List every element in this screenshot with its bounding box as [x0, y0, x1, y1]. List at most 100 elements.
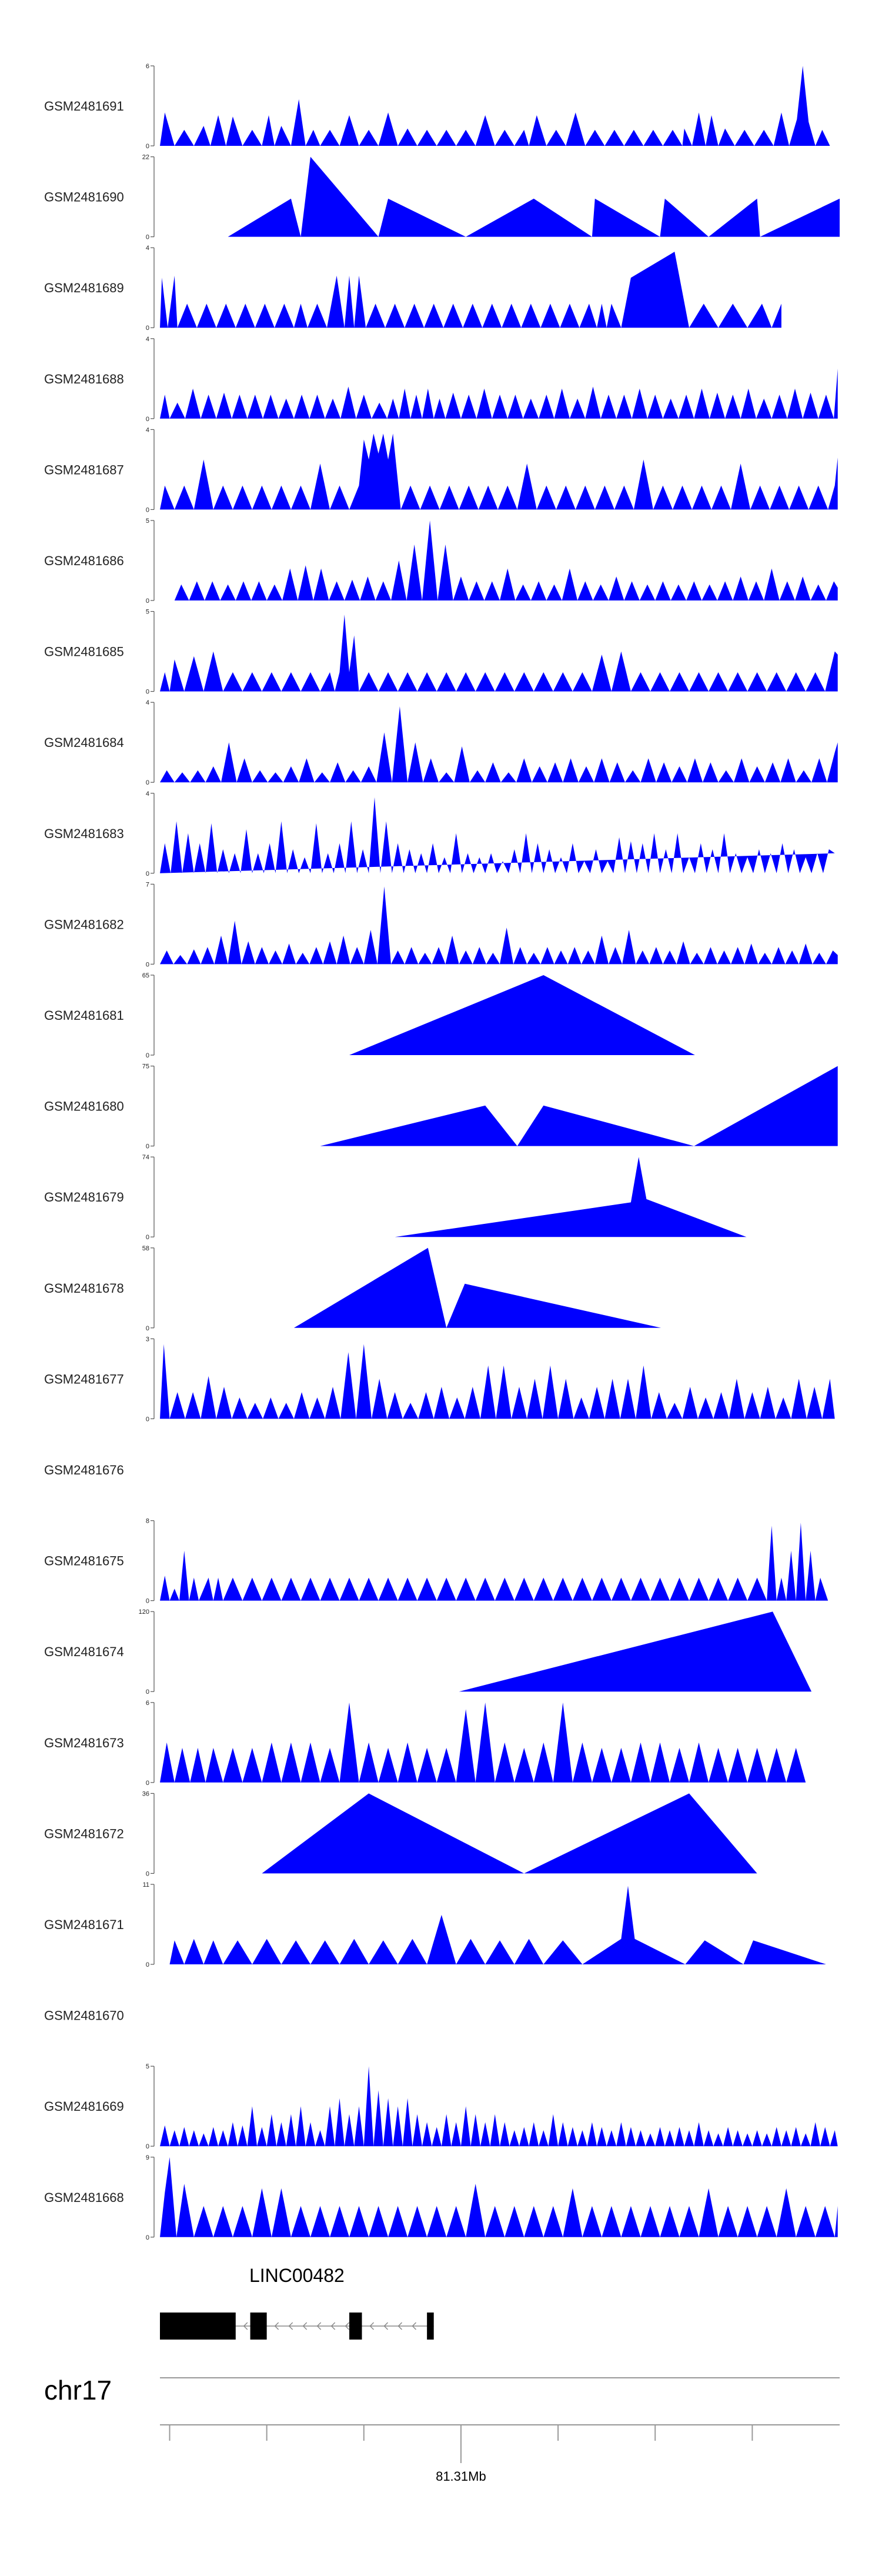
track-label: GSM2481680: [44, 1099, 124, 1114]
track-GSM2481676: GSM2481676: [44, 1463, 124, 1477]
y-axis-max-label: 75: [142, 1063, 149, 1070]
y-axis-min-label: 0: [146, 870, 149, 877]
signal-area: [160, 252, 781, 328]
track-GSM2481688: GSM2481688 4 0: [44, 336, 838, 423]
track-GSM2481681: GSM2481681 65 0: [44, 972, 695, 1059]
signal-area: [262, 1793, 757, 1874]
track-label: GSM2481668: [44, 2190, 124, 2205]
axis-tick-label: 81.31Mb: [436, 2469, 486, 2484]
track-GSM2481683: GSM2481683 4 0: [44, 790, 835, 877]
y-axis-min-label: 0: [146, 1416, 149, 1423]
signal-area: [160, 706, 838, 783]
y-axis-min-label: 0: [146, 1234, 149, 1241]
y-axis-min-label: 0: [146, 1325, 149, 1332]
y-axis-max-label: 4: [146, 336, 149, 343]
track-GSM2481677: GSM2481677 3 0: [44, 1336, 835, 1423]
y-axis-min-label: 0: [146, 2234, 149, 2241]
exon: [349, 2313, 362, 2340]
y-axis-max-label: 4: [146, 426, 149, 433]
y-axis-max-label: 4: [146, 790, 149, 798]
exon: [160, 2313, 236, 2340]
chromosome-label: chr17: [44, 2375, 112, 2405]
signal-area: [169, 1886, 826, 1964]
track-label: GSM2481691: [44, 99, 124, 114]
gene-model: [160, 2313, 434, 2340]
signal-area: [160, 66, 830, 146]
y-axis-max-label: 7: [146, 881, 149, 888]
track-label: GSM2481677: [44, 1372, 124, 1386]
track-label: GSM2481678: [44, 1281, 124, 1296]
strand-arrow: [345, 2322, 350, 2330]
signal-area: [228, 156, 840, 237]
strand-arrow: [383, 2322, 389, 2330]
exon: [250, 2313, 267, 2340]
signal-area: [395, 1157, 747, 1237]
signal-area: [160, 886, 838, 965]
signal-area: [459, 1611, 812, 1692]
y-axis-max-label: 5: [146, 518, 149, 525]
y-axis-max-label: 5: [146, 2063, 149, 2070]
track-label: GSM2481686: [44, 553, 124, 568]
y-axis-max-label: 8: [146, 1518, 149, 1525]
y-axis-min-label: 0: [146, 1143, 149, 1150]
track-label: GSM2481683: [44, 826, 124, 841]
track-GSM2481689: GSM2481689 4 0: [44, 245, 781, 332]
y-axis-min-label: 0: [146, 143, 149, 150]
exon: [427, 2313, 434, 2340]
y-axis-min-label: 0: [146, 961, 149, 968]
track-label: GSM2481685: [44, 645, 124, 659]
track-label: GSM2481684: [44, 735, 124, 750]
signal-area: [160, 797, 835, 873]
track-label: GSM2481690: [44, 190, 124, 205]
track-GSM2481673: GSM2481673 6 0: [44, 1700, 806, 1787]
track-GSM2481669: GSM2481669 5 0: [44, 2063, 838, 2150]
signal-area: [320, 1066, 838, 1146]
y-axis-max-label: 74: [142, 1154, 149, 1161]
y-axis-min-label: 0: [146, 325, 149, 332]
track-label: GSM2481689: [44, 281, 124, 295]
y-axis-max-label: 58: [142, 1245, 149, 1252]
y-axis-min-label: 0: [146, 779, 149, 786]
y-axis-max-label: 4: [146, 699, 149, 706]
y-axis-min-label: 0: [146, 1052, 149, 1059]
track-label: GSM2481670: [44, 2008, 124, 2023]
signal-area: [160, 2157, 838, 2237]
track-GSM2481678: GSM2481678 58 0: [44, 1245, 662, 1332]
y-axis-max-label: 3: [146, 1336, 149, 1343]
strand-arrow: [302, 2322, 308, 2330]
y-axis-min-label: 0: [146, 1780, 149, 1787]
signal-area: [160, 2066, 838, 2147]
track-label: GSM2481673: [44, 1736, 124, 1750]
signal-area: [349, 975, 695, 1055]
y-axis-max-label: 36: [142, 1790, 149, 1797]
track-label: GSM2481687: [44, 462, 124, 477]
track-GSM2481682: GSM2481682 7 0: [44, 881, 838, 968]
track-GSM2481672: GSM2481672 36 0: [44, 1790, 757, 1877]
track-GSM2481679: GSM2481679 74 0: [44, 1154, 747, 1241]
y-axis-min-label: 0: [146, 598, 149, 605]
track-GSM2481668: GSM2481668 9 0: [44, 2154, 838, 2241]
y-axis-max-label: 11: [143, 1881, 149, 1888]
gene-model-track: LINC00482: [160, 2265, 434, 2340]
y-axis-min-label: 0: [146, 689, 149, 696]
y-axis-min-label: 0: [146, 416, 149, 423]
track-GSM2481671: GSM2481671 11 0: [44, 1881, 826, 1968]
y-axis-max-label: 5: [146, 609, 149, 616]
track-label: GSM2481682: [44, 917, 124, 932]
track-label: GSM2481669: [44, 2099, 124, 2114]
track-label: GSM2481675: [44, 1554, 124, 1569]
track-label: GSM2481676: [44, 1463, 124, 1477]
axis-ticks: [169, 2425, 753, 2463]
y-axis-max-label: 65: [142, 972, 149, 979]
y-axis-min-label: 0: [146, 2143, 149, 2150]
strand-arrow: [288, 2322, 293, 2330]
track-GSM2481675: GSM2481675 8 0: [44, 1518, 828, 1605]
track-label: GSM2481688: [44, 372, 124, 386]
track-GSM2481690: GSM2481690 22 0: [44, 154, 840, 241]
y-axis-min-label: 0: [146, 1598, 149, 1605]
track-GSM2481687: GSM2481687 4 0: [44, 426, 838, 513]
track-label: GSM2481671: [44, 1917, 124, 1932]
track-GSM2481691: GSM2481691 6 0: [44, 63, 830, 150]
y-axis-min-label: 0: [146, 234, 149, 241]
